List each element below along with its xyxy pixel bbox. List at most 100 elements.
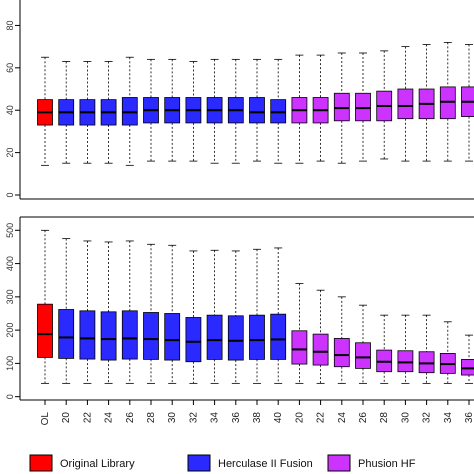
box-28	[143, 58, 159, 162]
iqr-box	[312, 333, 329, 366]
box-20	[291, 283, 308, 384]
box-20	[58, 238, 75, 384]
iqr-box	[439, 86, 456, 120]
iqr-box	[270, 313, 287, 360]
iqr-box	[185, 317, 202, 363]
iqr-box	[143, 312, 159, 360]
x-tick-label: 30	[400, 412, 411, 424]
box-26	[121, 240, 138, 384]
x-tick-label: 28	[146, 412, 157, 424]
y-tick-label: 500	[5, 223, 15, 238]
box-28	[376, 314, 393, 384]
iqr-box	[355, 92, 371, 122]
y-tick-label: 300	[5, 289, 15, 304]
x-tick-label: 22	[316, 412, 327, 424]
iqr-box	[37, 303, 53, 358]
box-38	[249, 58, 265, 162]
box-36	[461, 44, 474, 162]
iqr-box	[397, 350, 414, 373]
box-22	[79, 61, 96, 164]
legend-swatch	[187, 454, 211, 472]
legend-item: Original Library	[29, 454, 135, 472]
box-30	[164, 244, 181, 384]
box-20	[291, 54, 308, 164]
box-24	[100, 241, 117, 384]
x-tick-label: OL	[40, 412, 51, 426]
iqr-box	[249, 314, 265, 360]
y-tick-label: 40	[5, 105, 15, 115]
iqr-box	[270, 99, 287, 124]
box-20	[58, 61, 75, 164]
iqr-box	[227, 315, 244, 361]
x-tick-label: 28	[379, 412, 390, 424]
box-38	[249, 248, 265, 384]
x-tick-label: 20	[61, 412, 72, 424]
y-tick-label: 0	[5, 192, 15, 197]
x-tick-label: 36	[231, 412, 242, 424]
box-24	[333, 52, 350, 164]
bottom-boxplot-panel: 0 100 200 300 400 500 OL 20 22 24 26 28 30 32 34 36 38 40…	[5, 216, 474, 426]
box-30	[397, 314, 414, 384]
x-tick-label: 24	[104, 412, 115, 424]
box-30	[164, 58, 181, 162]
box-22	[79, 240, 96, 384]
y-tick-label: 60	[5, 63, 15, 73]
box-34	[206, 249, 223, 384]
box-32	[185, 61, 202, 162]
y-tick-label: 100	[5, 356, 15, 371]
iqr-box	[333, 338, 350, 368]
x-tick-label: 26	[125, 412, 136, 424]
iqr-box	[291, 330, 308, 365]
box-OL	[37, 56, 53, 166]
box-22	[312, 54, 329, 162]
x-tick-label: 20	[294, 412, 305, 424]
iqr-box	[461, 359, 474, 376]
box-32	[185, 250, 202, 384]
iqr-box	[249, 97, 265, 124]
iqr-box	[355, 342, 371, 369]
box-36	[227, 58, 244, 164]
y-tick-label: 80	[5, 20, 15, 30]
iqr-box	[100, 311, 117, 361]
x-tick-label: 38	[252, 412, 263, 424]
box-32	[418, 314, 435, 384]
box-28	[376, 50, 393, 160]
box-36	[227, 250, 244, 384]
x-tick-label: 34	[443, 412, 454, 424]
x-tick-label: 40	[273, 412, 284, 424]
x-tick-label: 32	[188, 412, 199, 424]
iqr-box	[333, 92, 350, 122]
x-tick-label: 30	[167, 412, 178, 424]
box-26	[355, 52, 371, 162]
iqr-box	[79, 310, 96, 360]
x-tick-label: 36	[464, 412, 474, 424]
box-24	[333, 296, 350, 384]
y-tick-label: 0	[5, 394, 15, 399]
box-36	[461, 334, 474, 384]
iqr-box	[121, 97, 138, 126]
top-boxplot-panel: 0 20 40 60 80	[5, 0, 474, 200]
legend-item: Phusion HF	[327, 454, 416, 472]
iqr-box	[418, 351, 435, 374]
box-22	[312, 289, 329, 384]
box-34	[206, 58, 223, 164]
box-24	[100, 61, 117, 164]
legend-label: Phusion HF	[358, 458, 416, 470]
box-32	[418, 44, 435, 162]
box-30	[397, 46, 414, 162]
y-tick-label: 200	[5, 323, 15, 338]
box-28	[143, 243, 159, 384]
iqr-box	[206, 314, 223, 360]
box-26	[355, 304, 371, 384]
iqr-box	[121, 310, 138, 360]
box-40	[270, 247, 287, 384]
x-tick-label: 34	[210, 412, 221, 424]
box-26	[121, 56, 138, 166]
x-tick-label: 32	[422, 412, 433, 424]
legend-item: Herculase II Fusion	[187, 454, 313, 472]
iqr-box	[397, 88, 414, 120]
box-OL	[37, 229, 53, 384]
legend-label: Original Library	[60, 458, 135, 470]
iqr-box	[58, 309, 75, 359]
